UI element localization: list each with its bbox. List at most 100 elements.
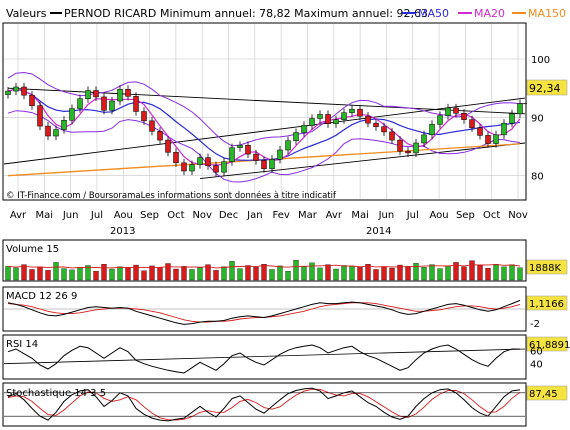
candle-up [437, 115, 443, 125]
candle-down [133, 96, 139, 112]
time-axis: Avr Mai Jun Jul Aou Sep Oct Nov Dec Jan Fev Mar Avr M… [10, 210, 528, 221]
candle-up [197, 157, 203, 165]
candlesticks [5, 82, 527, 177]
candle-down [381, 126, 387, 133]
month-tick-label: Oct [483, 210, 500, 221]
oscillator-main-line [7, 387, 521, 422]
stochastic-last-label: 87,45 [529, 389, 558, 400]
candle-down [93, 90, 99, 98]
candle-down [469, 119, 475, 129]
volume-bar [165, 263, 171, 281]
volume-bar [101, 264, 107, 281]
month-tick-label: Oct [167, 210, 184, 221]
candle-down [157, 131, 163, 141]
price-tick-label: 100 [531, 55, 550, 66]
volume-bar [53, 262, 59, 281]
macd-last-box [526, 295, 568, 311]
candle-down [357, 108, 363, 117]
volume-bar [309, 262, 315, 281]
candle-down [325, 114, 331, 124]
volume-bar [301, 266, 307, 281]
volume-title: Volume 15 [6, 244, 59, 255]
candle-down [253, 153, 259, 161]
rsi-tick-label: 40 [530, 360, 543, 371]
volume-bar [149, 265, 155, 281]
candle-up [501, 122, 507, 136]
bollinger-lower-line [7, 110, 521, 183]
candle-up [293, 132, 299, 141]
volume-bar [413, 263, 419, 281]
volume-bar [285, 271, 291, 281]
month-tick-label: Jul [90, 210, 103, 221]
month-tick-label: Fev [273, 210, 290, 221]
candle-up [117, 89, 123, 102]
chart-header: Valeurs PERNOD RICARD Minimum annuel: 78… [6, 7, 566, 20]
volume-bar [493, 264, 499, 281]
month-tick-label: Mai [351, 210, 369, 221]
candle-up [421, 134, 427, 144]
price-y-axis: 80 90 100 [531, 55, 550, 183]
volume-bar [45, 270, 51, 281]
last-price-box [526, 79, 568, 96]
candle-up [221, 161, 227, 173]
volume-bar [333, 268, 339, 281]
candle-down [461, 113, 467, 120]
volume-bar [445, 265, 451, 281]
volume-bar [453, 262, 459, 281]
candle-up [77, 98, 83, 109]
candle-up [85, 90, 91, 99]
macd-lines [4, 299, 525, 325]
price-tick-label: 80 [531, 172, 544, 183]
candle-down [261, 160, 267, 169]
volume-bar [61, 268, 67, 281]
volume-bar [69, 269, 75, 281]
volume-average-line [7, 264, 521, 269]
month-tick-label: Jul [406, 210, 419, 221]
volume-bar [509, 264, 515, 281]
volume-bar [77, 267, 83, 281]
candle-down [405, 150, 411, 154]
candle-down [149, 120, 155, 132]
candle-up [349, 108, 355, 113]
candle-down [181, 162, 187, 172]
candle-up [229, 147, 235, 162]
year-label-2014: 2014 [366, 226, 391, 237]
candle-up [109, 100, 115, 111]
candle-down [477, 127, 483, 136]
month-tick-label: Jun [378, 210, 395, 221]
volume-bar [109, 268, 115, 281]
ma150-legend-label: MA150 [528, 7, 566, 20]
candle-down [173, 152, 179, 164]
candle-up [517, 103, 523, 115]
volume-bar [381, 266, 387, 281]
month-tick-label: Mai [36, 210, 54, 221]
volume-bar [389, 267, 395, 281]
header-valeurs-label: Valeurs [6, 7, 47, 20]
rsi-title: RSI 14 [6, 339, 38, 350]
candle-up [341, 112, 347, 120]
volume-bar [501, 266, 507, 281]
channel-upper-line [3, 97, 526, 165]
volume-bar [157, 267, 163, 281]
candle-up [333, 119, 339, 124]
volume-bar [293, 260, 299, 281]
candle-down [37, 105, 43, 127]
volume-bar [173, 268, 179, 281]
volume-last-box [526, 259, 568, 275]
annual-stats: Minimum annuel: 78,82 Maximum annuel: 92… [160, 7, 428, 20]
month-tick-label: Avr [10, 210, 27, 221]
volume-bar [341, 265, 347, 281]
candle-up [309, 118, 315, 126]
candle-up [69, 108, 75, 121]
volume-bar [397, 264, 403, 281]
candle-up [509, 113, 515, 124]
month-tick-label: Jan [246, 210, 262, 221]
volume-bar [5, 266, 11, 281]
volume-bar [141, 270, 147, 281]
rsi-tick-label: 60 [530, 346, 543, 357]
volume-bar [237, 268, 243, 281]
candle-up [189, 164, 195, 172]
month-tick-label: Sep [456, 210, 475, 221]
source-footnote: © IT-Finance.com / BoursoramaLes informa… [6, 190, 337, 201]
volume-bar [261, 264, 267, 281]
